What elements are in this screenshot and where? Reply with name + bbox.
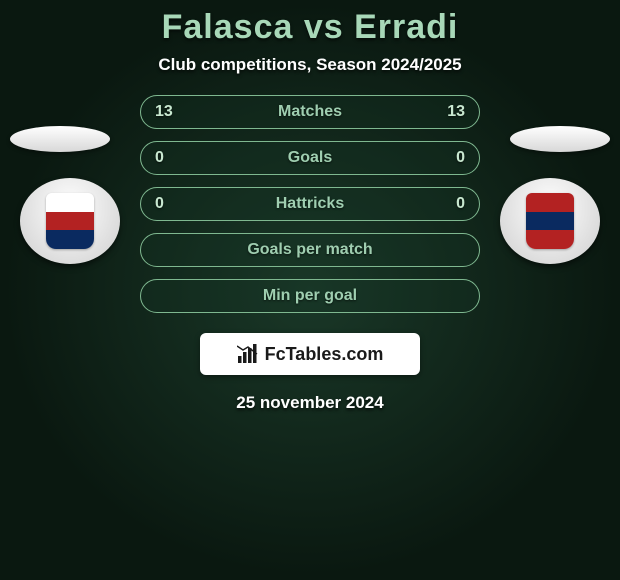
stats-list: 13Matches130Goals00Hattricks0Goals per m…: [140, 95, 480, 325]
stat-value-left: 0: [155, 195, 179, 213]
stat-label: Goals per match: [179, 241, 441, 259]
crest-stripe: [526, 193, 574, 212]
player-silhouette-right: [510, 126, 610, 152]
subtitle: Club competitions, Season 2024/2025: [158, 55, 461, 75]
stat-label: Matches: [179, 103, 441, 121]
crest-stripe: [46, 193, 94, 212]
stat-row-matches: 13Matches13: [140, 95, 480, 129]
page-title: Falasca vs Erradi: [162, 8, 459, 47]
player-silhouette-left: [10, 126, 110, 152]
stat-value-right: 0: [441, 149, 465, 167]
date-label: 25 november 2024: [236, 393, 383, 413]
stat-value-right: 13: [441, 103, 465, 121]
stat-value-right: 0: [441, 195, 465, 213]
crest-stripe: [526, 212, 574, 231]
club-badge-left: [20, 178, 120, 264]
stat-label: Hattricks: [179, 195, 441, 213]
stat-label: Goals: [179, 149, 441, 167]
brand-name: FcTables.com: [265, 344, 384, 365]
club-badge-right: [500, 178, 600, 264]
chart-bars-icon: [237, 344, 259, 364]
stat-row-goals-per-match: Goals per match: [140, 233, 480, 267]
crest-stripe: [526, 230, 574, 249]
stat-value-left: 0: [155, 149, 179, 167]
stat-label: Min per goal: [179, 287, 441, 305]
crest-stripe: [46, 230, 94, 249]
stat-row-min-per-goal: Min per goal: [140, 279, 480, 313]
stat-row-hattricks: 0Hattricks0: [140, 187, 480, 221]
stat-value-left: 13: [155, 103, 179, 121]
club-crest-left: [46, 193, 94, 249]
brand-badge[interactable]: FcTables.com: [200, 333, 420, 375]
crest-stripe: [46, 212, 94, 231]
club-crest-right: [526, 193, 574, 249]
stat-row-goals: 0Goals0: [140, 141, 480, 175]
